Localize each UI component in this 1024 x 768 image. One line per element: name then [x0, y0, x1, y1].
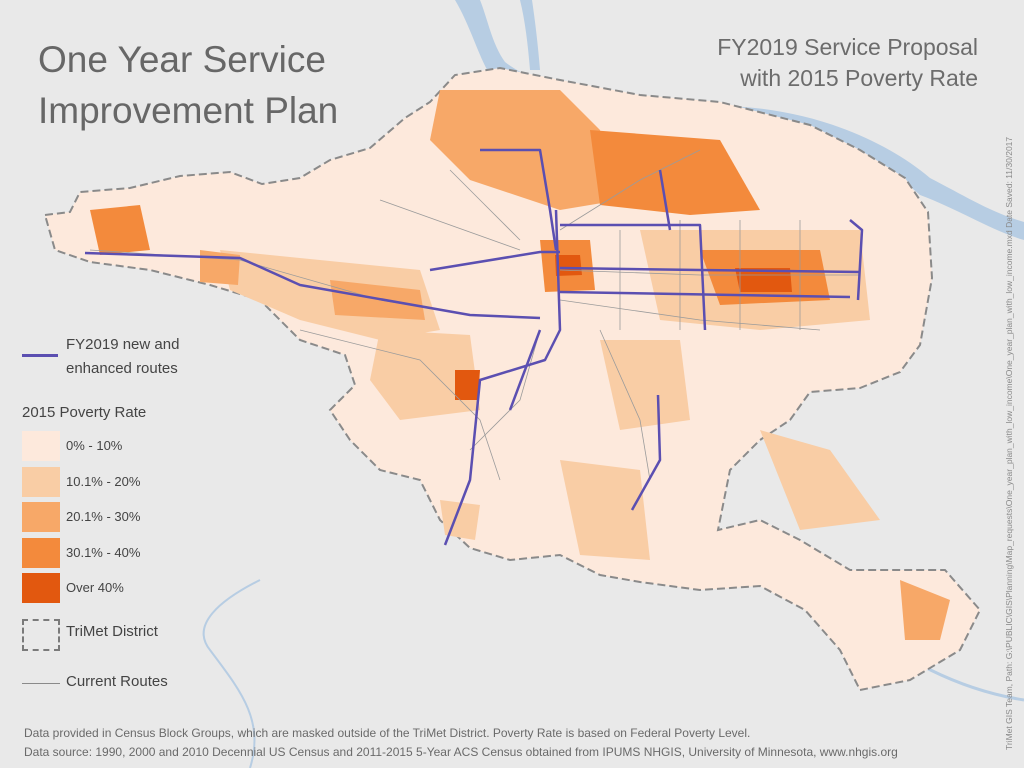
patch-airport [590, 130, 760, 215]
map-subtitle: FY2019 Service Proposal with 2015 Povert… [717, 32, 978, 94]
patch-gresham-south [760, 430, 880, 530]
route-line-swatch [22, 354, 58, 357]
swatch-label-30-40: 30.1% - 40% [66, 544, 141, 560]
district-label: TriMet District [66, 622, 158, 640]
fy2019-routes [84, 148, 864, 546]
swatch-20-30 [22, 502, 60, 532]
patch-oregon-city [560, 460, 650, 560]
swatch-30-40 [22, 537, 60, 568]
swatch-10-20 [22, 466, 60, 497]
data-notes: Data provided in Census Block Groups, wh… [24, 724, 898, 762]
trimet-district [43, 66, 982, 692]
legend-class-1: 10.1% - 20% [22, 466, 242, 503]
swatch-label-10-20: 10.1% - 20% [66, 473, 141, 489]
patch-hillsboro [90, 205, 150, 255]
current-routes-swatch [22, 682, 60, 684]
patch-tigard [370, 330, 480, 420]
patch-west-mid [330, 280, 425, 320]
legend-class-3: 30.1% - 40% [22, 537, 242, 574]
legend-district-entry: TriMet District [22, 615, 242, 663]
patch-east-over40 [735, 268, 792, 292]
poverty-patches [90, 90, 950, 640]
current-routes [89, 149, 860, 481]
swatch-0-10 [22, 431, 60, 461]
legend: FY2019 new and enhanced routes 2015 Pove… [22, 330, 242, 699]
note-line-1: Data provided in Census Block Groups, wh… [24, 726, 751, 740]
columbia-river-north [520, 0, 540, 70]
swatch-label-20-30: 20.1% - 30% [66, 509, 141, 524]
legend-route-entry: FY2019 new and enhanced routes [22, 330, 242, 386]
patch-beaverton [200, 250, 240, 285]
note-line-2: Data source: 1990, 2000 and 2010 Decenni… [24, 745, 898, 759]
route-label-line-2: enhanced routes [66, 360, 178, 377]
map-title: One Year Service Improvement Plan [38, 34, 338, 136]
tributary [202, 579, 261, 768]
route-label: FY2019 new and enhanced routes [66, 333, 179, 381]
title-line-1: One Year Service [38, 39, 326, 80]
patch-sandy [900, 580, 950, 640]
route-label-line-1: FY2019 new and [66, 336, 180, 353]
subtitle-line-2: with 2015 Poverty Rate [740, 65, 978, 91]
legend-class-4: Over 40% [22, 573, 242, 609]
swatch-over-40 [22, 573, 60, 603]
swatch-label-0-10: 0% - 10% [66, 438, 123, 453]
patch-tigard-high [455, 370, 480, 400]
patch-milwaukie [600, 340, 690, 430]
district-swatch [22, 618, 60, 651]
legend-class-0: 0% - 10% [22, 431, 242, 467]
current-routes-label: Current Routes [66, 672, 168, 690]
poverty-heading: 2015 Poverty Rate [22, 404, 147, 421]
swatch-label-over-40: Over 40% [66, 580, 124, 595]
legend-class-2: 20.1% - 30% [22, 502, 242, 538]
file-path-note: TriMet GIS Team, Path: G:\PUBLIC\GIS\Pla… [1004, 136, 1014, 750]
title-line-2: Improvement Plan [38, 90, 339, 131]
legend-current-routes-entry: Current Routes [22, 669, 242, 699]
subtitle-line-1: FY2019 Service Proposal [717, 34, 978, 60]
